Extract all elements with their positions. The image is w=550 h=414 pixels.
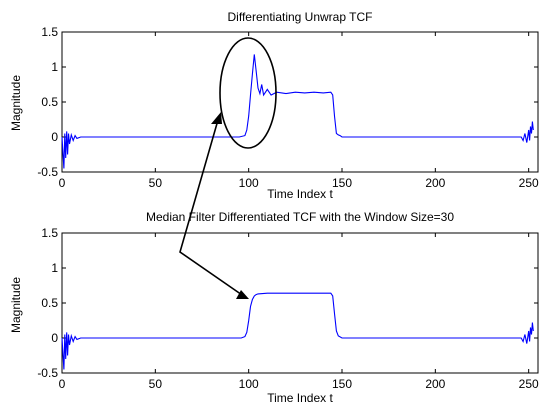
top-y-tick-label: 0.5 [41,95,58,109]
top-y-tick-label: 0 [51,130,58,144]
bottom-y-tick-label: 0.5 [41,296,58,310]
bottom-panel: Median Filter Differentiated TCF with th… [9,210,539,405]
bottom-x-tick-label: 0 [59,377,66,391]
bottom-plot-frame [61,232,539,374]
top-x-tick-label: 50 [149,176,163,190]
bottom-x-tick-label: 200 [425,377,445,391]
top-x-tick-label: 250 [519,176,539,190]
bottom-x-tick-label: 50 [149,377,163,391]
top-x-tick-label: 100 [239,176,259,190]
annotation-arrow-line [179,119,246,298]
top-chart-title: Differentiating Unwrap TCF [228,10,373,24]
spike-highlight-ellipse [219,37,277,149]
bottom-x-axis-label: Time Index t [267,391,333,405]
top-x-tick-label: 0 [59,176,66,190]
top-x-tick-label: 150 [332,176,352,190]
top-plot-frame [61,31,539,173]
bottom-x-tick-label: 150 [332,377,352,391]
bottom-y-tick-label: 1.5 [41,226,58,240]
bottom-x-tick-label: 100 [239,377,259,391]
bottom-chart-title: Median Filter Differentiated TCF with th… [146,210,454,224]
top-x-axis-label: Time Index t [267,187,333,201]
annotation-group [179,37,277,299]
top-y-tick-label: 1 [51,60,58,74]
bottom-y-axis-label: Magnitude [9,277,23,333]
arrowhead-top [211,112,222,124]
bottom-x-tick-label: 250 [519,377,539,391]
top-panel: Differentiating Unwrap TCF 0 50 100 150 200 2… [9,10,539,201]
top-y-tick-label: 1.5 [41,25,58,39]
bottom-y-tick-label: -0.5 [37,366,58,380]
top-series-line [61,54,534,169]
top-x-tick-label: 200 [425,176,445,190]
arrowhead-bottom [236,290,249,299]
top-y-tick-label: -0.5 [37,165,58,179]
bottom-y-tick-label: 1 [51,261,58,275]
top-y-axis-label: Magnitude [9,75,23,131]
bottom-y-tick-label: 0 [51,331,58,345]
bottom-series-line [61,292,534,370]
